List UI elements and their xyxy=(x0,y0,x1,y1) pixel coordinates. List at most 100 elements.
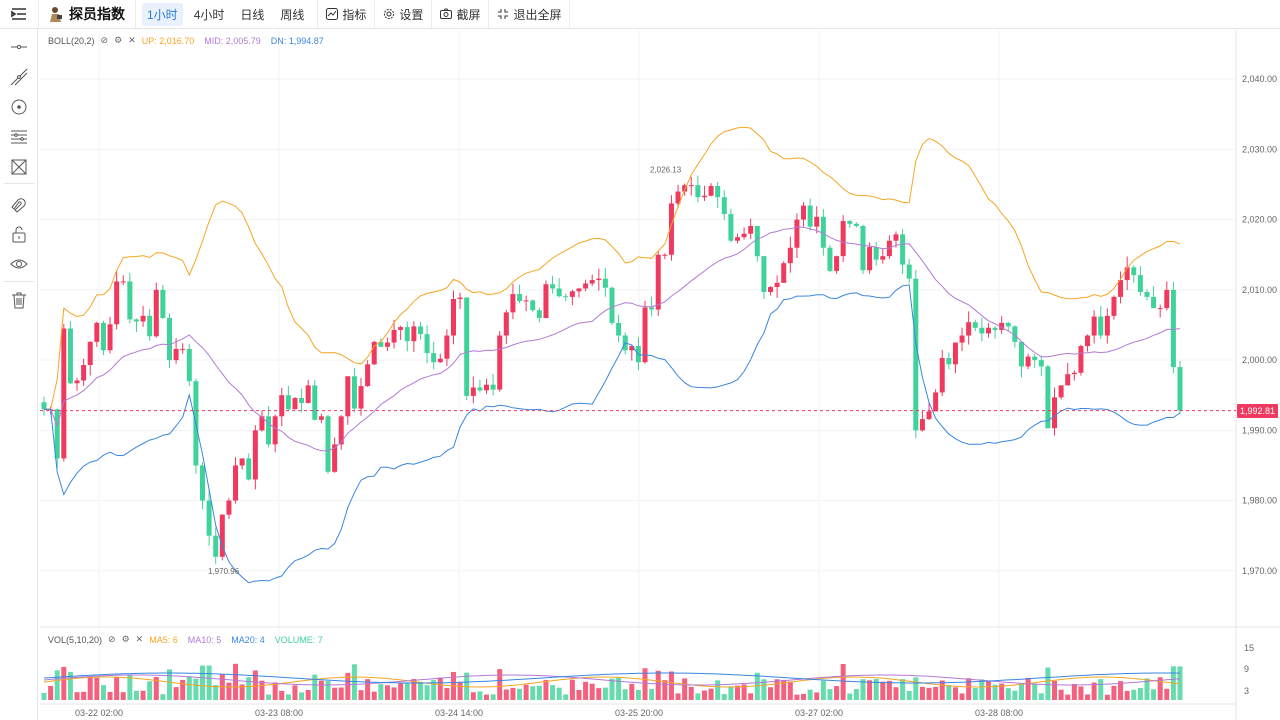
volume-bar xyxy=(734,685,740,700)
candle-body xyxy=(114,281,120,325)
timeframe-4h[interactable]: 4小时 xyxy=(193,7,225,22)
volume-bar xyxy=(576,689,582,700)
candle-body xyxy=(933,392,939,412)
camera-icon xyxy=(440,8,453,19)
candle-body xyxy=(510,294,516,313)
volume-bar xyxy=(602,687,608,700)
drawing-toolbar xyxy=(0,29,38,720)
volume-bar xyxy=(411,679,417,700)
boll-dn-value: DN: 1,994.87 xyxy=(270,35,324,46)
settings-label: 设置 xyxy=(399,7,424,22)
candle-body xyxy=(94,322,100,342)
volume-bar xyxy=(239,684,245,700)
screenshot-button[interactable]: 截屏 xyxy=(432,0,488,29)
symbol-title[interactable]: 探员指数 xyxy=(39,0,135,29)
volume-bar xyxy=(48,685,54,700)
timeframe-1h[interactable]: 1小时 xyxy=(142,2,183,26)
settings-button[interactable]: 设置 xyxy=(375,0,431,29)
hide-eye-icon[interactable]: ⊘ xyxy=(108,634,116,644)
candle-body xyxy=(668,203,674,255)
candle-body xyxy=(1157,308,1163,310)
candle-body xyxy=(41,402,47,410)
volume-bar xyxy=(563,694,569,700)
horizontal-line-icon[interactable] xyxy=(9,37,29,57)
menu-icon[interactable] xyxy=(0,0,38,29)
candle-body xyxy=(1151,296,1157,309)
volume-bar xyxy=(1137,688,1143,700)
volume-bar xyxy=(543,679,549,700)
candle-body xyxy=(1177,367,1183,411)
gear-icon[interactable]: ⚙ xyxy=(114,35,123,45)
magnet-icon[interactable] xyxy=(9,194,29,214)
volume-bar xyxy=(213,685,219,700)
close-icon[interactable]: ✕ xyxy=(128,35,136,45)
volume-bar xyxy=(589,683,595,700)
pattern-icon[interactable] xyxy=(9,157,29,177)
top-toolbar: 探员指数 1小时 4小时 日线 周线 指标 设置 截屏 退出全屏 xyxy=(0,0,1280,29)
candle-body xyxy=(748,225,754,234)
candle-body xyxy=(497,335,503,390)
candle-body xyxy=(1124,267,1130,281)
trash-icon[interactable] xyxy=(9,290,29,310)
candle-body xyxy=(305,385,311,403)
exit-fullscreen-button[interactable]: 退出全屏 xyxy=(489,0,569,29)
volume-bar xyxy=(695,693,701,700)
candle-body xyxy=(285,395,291,410)
volume-bar xyxy=(748,693,754,700)
candle-body xyxy=(834,256,840,271)
volume-bar xyxy=(688,686,694,700)
volume-bar xyxy=(299,692,305,700)
volume-bar xyxy=(1157,677,1163,700)
volume-bar xyxy=(701,690,707,700)
candle-body xyxy=(728,214,734,241)
candle-body xyxy=(457,297,463,300)
volume-bar xyxy=(1131,689,1137,700)
volume-bar xyxy=(378,684,384,700)
hide-eye-icon[interactable]: ⊘ xyxy=(100,35,109,45)
trend-line-icon[interactable] xyxy=(9,67,29,87)
candle-body xyxy=(318,416,324,420)
candle-body xyxy=(959,335,965,343)
divider xyxy=(38,0,39,29)
indicator-button[interactable]: 指标 xyxy=(318,0,374,29)
volume-bar xyxy=(180,679,186,700)
candle-body xyxy=(259,416,265,431)
candle-body xyxy=(431,353,437,363)
candle-body xyxy=(616,322,622,336)
candle-body xyxy=(233,465,239,501)
candle-body xyxy=(754,225,760,257)
candle-body xyxy=(655,254,661,310)
volume-ma-line xyxy=(43,676,1181,688)
eye-icon[interactable] xyxy=(9,254,29,274)
candle-body xyxy=(972,322,978,328)
candle-body xyxy=(840,221,846,257)
volume-bar xyxy=(259,680,265,700)
volume-axis-label: 3 xyxy=(1244,686,1249,696)
candle-body xyxy=(787,247,793,264)
divider xyxy=(374,0,376,29)
volume-bar xyxy=(530,686,536,700)
close-icon[interactable]: ✕ xyxy=(135,634,144,644)
timeframe-day[interactable]: 日线 xyxy=(240,7,265,22)
candle-body xyxy=(160,289,166,318)
candle-body xyxy=(107,324,113,351)
timeframe-week[interactable]: 周线 xyxy=(280,7,305,22)
unlock-icon[interactable] xyxy=(9,224,29,244)
vol-ma5-value: MA5: 6 xyxy=(149,634,178,645)
volume-bar xyxy=(1012,690,1018,700)
candle-body xyxy=(272,416,278,445)
circle-target-icon[interactable] xyxy=(9,97,29,117)
candle-body xyxy=(1065,374,1071,386)
gear-icon[interactable]: ⚙ xyxy=(121,634,130,644)
candle-body xyxy=(1137,275,1143,292)
candle-body xyxy=(345,376,351,417)
fib-lines-icon[interactable] xyxy=(9,127,29,147)
volume-bar xyxy=(629,683,635,700)
candle-body xyxy=(140,315,146,322)
volume-bar xyxy=(114,676,120,700)
candle-body xyxy=(1104,315,1110,336)
volume-bar xyxy=(1118,681,1124,700)
volume-bar xyxy=(523,684,529,700)
volume-bar xyxy=(906,690,912,700)
